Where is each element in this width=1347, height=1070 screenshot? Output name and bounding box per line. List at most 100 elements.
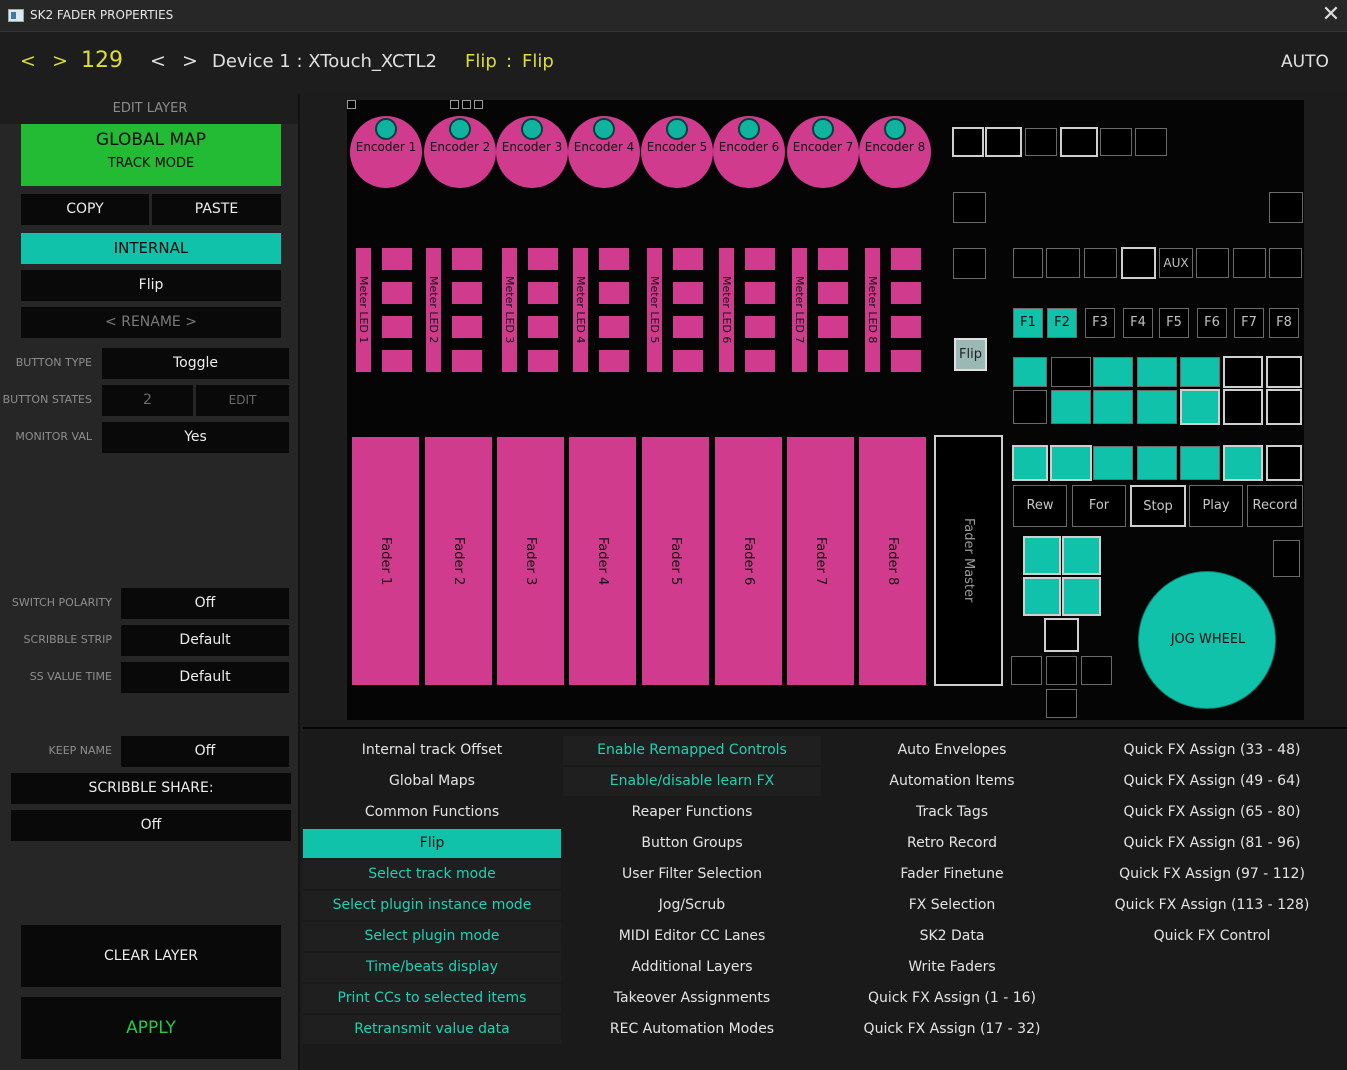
side-button[interactable] — [953, 192, 986, 223]
function-key-f6[interactable]: F6 — [1197, 308, 1227, 338]
nav-button[interactable] — [1011, 656, 1042, 685]
control-name-field[interactable]: Flip — [21, 270, 281, 301]
grid-button[interactable] — [1223, 389, 1263, 425]
led-segment[interactable] — [382, 248, 412, 270]
grid-button[interactable] — [1050, 445, 1092, 481]
paste-button[interactable]: PASTE — [152, 194, 281, 225]
grid-button[interactable] — [1013, 390, 1047, 424]
function-item[interactable]: User Filter Selection — [622, 866, 762, 882]
led-segment[interactable] — [599, 248, 629, 270]
jog-wheel[interactable]: JOG WHEEL — [1138, 571, 1276, 709]
function-item[interactable]: Reaper Functions — [631, 804, 753, 820]
led-segment[interactable] — [745, 282, 775, 304]
function-item[interactable]: Quick FX Assign (17 - 32) — [863, 1021, 1041, 1037]
meter-led-6[interactable]: Meter LED 6 — [719, 248, 734, 372]
transport-record-button[interactable]: Record — [1247, 485, 1303, 527]
led-segment[interactable] — [673, 316, 703, 338]
assign-button[interactable] — [1013, 248, 1043, 278]
encoder-3[interactable]: Encoder 3 — [496, 116, 568, 188]
internal-button[interactable]: INTERNAL — [21, 233, 281, 264]
function-key-f1[interactable]: F1 — [1013, 308, 1043, 338]
grid-button[interactable] — [1180, 357, 1220, 387]
grid-button[interactable] — [1223, 356, 1263, 388]
grid-button[interactable] — [1013, 357, 1047, 387]
led-segment[interactable] — [528, 282, 558, 304]
function-item[interactable]: Quick FX Assign (81 - 96) — [1123, 835, 1301, 851]
function-item[interactable]: Button Groups — [641, 835, 743, 851]
led-segment[interactable] — [452, 248, 482, 270]
nav-button[interactable] — [1046, 689, 1077, 718]
fader-2[interactable]: Fader 2 — [425, 437, 492, 685]
meter-led-8[interactable]: Meter LED 8 — [865, 248, 880, 372]
led-segment[interactable] — [745, 350, 775, 372]
function-item[interactable]: Common Functions — [364, 804, 500, 820]
function-item[interactable]: SK2 Data — [919, 928, 985, 944]
encoder-1[interactable]: Encoder 1 — [350, 116, 422, 188]
assign-button[interactable] — [1233, 248, 1266, 278]
device-next-button[interactable]: > — [182, 50, 198, 72]
grid-button[interactable] — [1266, 445, 1302, 481]
led-segment[interactable] — [452, 350, 482, 372]
top-button[interactable] — [985, 127, 1022, 157]
led-segment[interactable] — [673, 282, 703, 304]
meter-led-2[interactable]: Meter LED 2 — [426, 248, 441, 372]
fader-master[interactable]: Fader Master — [934, 435, 1003, 686]
switch-polarity-select[interactable]: Off — [121, 588, 289, 619]
keep-name-select[interactable]: Off — [121, 736, 289, 767]
function-item[interactable]: Write Faders — [908, 959, 996, 975]
led-segment[interactable] — [452, 282, 482, 304]
encoder-4[interactable]: Encoder 4 — [568, 116, 640, 188]
assign-button[interactable] — [1121, 247, 1156, 279]
function-item[interactable]: Print CCs to selected items — [303, 984, 561, 1013]
transport-for-button[interactable]: For — [1072, 485, 1126, 527]
function-item[interactable]: Quick FX Control — [1153, 928, 1271, 944]
function-item[interactable]: Quick FX Assign (1 - 16) — [868, 990, 1036, 1006]
function-key-f3[interactable]: F3 — [1085, 308, 1115, 338]
scribble-share-select[interactable]: Off — [11, 810, 291, 841]
function-item[interactable]: Enable/disable learn FX — [563, 767, 821, 796]
function-item[interactable]: REC Automation Modes — [609, 1021, 775, 1037]
function-item[interactable]: Quick FX Assign (33 - 48) — [1123, 742, 1301, 758]
encoder-2[interactable]: Encoder 2 — [424, 116, 496, 188]
grid-button[interactable] — [1093, 446, 1133, 480]
grid-button[interactable] — [1180, 389, 1220, 425]
grid-button[interactable] — [1051, 390, 1091, 424]
scrub-button[interactable] — [1273, 540, 1300, 577]
meter-led-7[interactable]: Meter LED 7 — [792, 248, 807, 372]
fader-4[interactable]: Fader 4 — [569, 437, 636, 685]
nav-pad-button[interactable] — [1062, 536, 1101, 575]
led-segment[interactable] — [528, 248, 558, 270]
function-item[interactable]: Automation Items — [889, 773, 1015, 789]
led-segment[interactable] — [891, 282, 921, 304]
led-segment[interactable] — [673, 248, 703, 270]
function-key-f4[interactable]: F4 — [1123, 308, 1153, 338]
apply-button[interactable]: APPLY — [21, 997, 281, 1059]
assign-button[interactable] — [1084, 248, 1117, 278]
assign-button[interactable] — [1196, 248, 1229, 278]
grid-button[interactable] — [1266, 389, 1302, 425]
nav-button[interactable] — [1081, 656, 1112, 685]
top-button[interactable] — [1135, 128, 1167, 156]
global-map-button[interactable]: GLOBAL MAP TRACK MODE — [21, 124, 281, 186]
grid-button[interactable] — [1137, 357, 1177, 387]
function-item[interactable]: Select plugin mode — [303, 922, 561, 951]
clear-layer-button[interactable]: CLEAR LAYER — [21, 925, 281, 987]
grid-button[interactable] — [1266, 356, 1302, 388]
assign-button[interactable] — [1269, 248, 1302, 278]
nav-pad-button[interactable] — [1023, 577, 1061, 616]
meter-led-4[interactable]: Meter LED 4 — [573, 248, 588, 372]
scribble-strip-select[interactable]: Default — [121, 625, 289, 656]
led-segment[interactable] — [891, 248, 921, 270]
ss-value-time-select[interactable]: Default — [121, 662, 289, 693]
led-segment[interactable] — [745, 316, 775, 338]
led-segment[interactable] — [599, 316, 629, 338]
monitor-val-select[interactable]: Yes — [102, 422, 289, 453]
transport-play-button[interactable]: Play — [1189, 485, 1243, 527]
fader-5[interactable]: Fader 5 — [642, 437, 709, 685]
led-segment[interactable] — [673, 350, 703, 372]
rename-button[interactable]: < RENAME > — [21, 307, 281, 338]
led-segment[interactable] — [818, 350, 848, 372]
grid-button[interactable] — [1051, 357, 1091, 387]
top-button[interactable] — [1060, 127, 1098, 157]
led-segment[interactable] — [382, 350, 412, 372]
